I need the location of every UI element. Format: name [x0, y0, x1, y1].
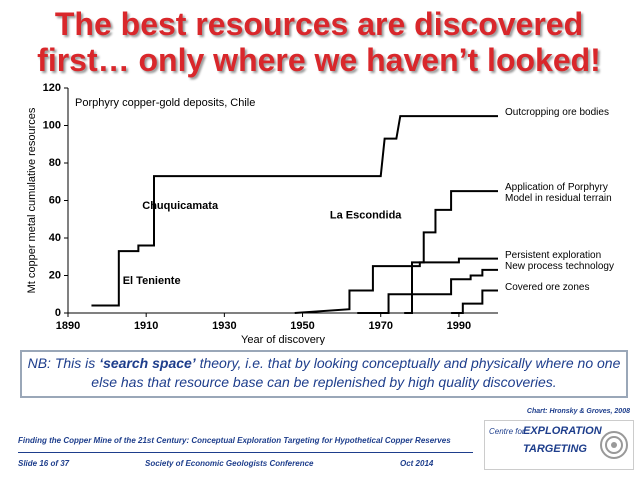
slide-title: The best resources are discovered — [54, 6, 584, 42]
y-axis-label: Mt copper metal cumulative resources — [26, 107, 38, 293]
x-axis-label: Year of discovery — [241, 334, 325, 345]
series-line — [294, 257, 498, 314]
deposit-label: Chuquicamata — [142, 200, 219, 212]
footer-event: Society of Economic Geologists Conferenc… — [145, 459, 314, 468]
x-tick-label: 1970 — [368, 320, 392, 332]
series-label: Persistent exploration — [505, 249, 602, 261]
logo-mark — [600, 431, 628, 459]
note-text: theory, i.e. that by looking conceptuall… — [91, 355, 621, 390]
credit: Chart: Hronsky & Groves, 2008 — [526, 408, 630, 415]
chart: 0 20 40 60 80 100 120 1890 1910 1930 1950 1970 1990 Y… — [26, 82, 498, 345]
y-tick-label: 60 — [49, 194, 61, 206]
x-tick-label: 1890 — [56, 320, 80, 332]
deposit-label: La Escondida — [330, 209, 402, 221]
y-tick-label: 80 — [49, 157, 61, 169]
note-emphasis: ‘search space’ — [99, 355, 196, 371]
x-tick-label: 1910 — [134, 320, 158, 332]
logo: Centre for EXPLORATION TARGETING — [484, 420, 634, 470]
footer-talk: Finding the Copper Mine of the 21st Cent… — [18, 436, 451, 445]
x-tick-label: 1950 — [290, 320, 314, 332]
slide-title: first… only where we haven’t looked! — [37, 42, 601, 78]
series-line — [451, 289, 498, 314]
y-tick-label: 20 — [49, 269, 61, 281]
series-label: New process technology — [505, 260, 614, 272]
footer-rule — [18, 452, 473, 453]
logo-text: EXPLORATION — [523, 425, 602, 437]
y-tick-label: 120 — [43, 82, 61, 94]
deposit-label: El Teniente — [123, 275, 181, 287]
x-tick-label: 1990 — [447, 320, 471, 332]
annotation: Porphyry copper-gold deposits, Chile — [75, 97, 255, 109]
series-label: Outcropping ore bodies — [505, 107, 609, 119]
series-line — [91, 115, 498, 307]
note-box: NB: This is ‘search space’ theory, i.e. … — [20, 350, 628, 398]
logo-text: Centre for — [489, 427, 525, 436]
series-line — [404, 190, 498, 314]
y-tick-label: 40 — [49, 232, 61, 244]
series-label: Covered ore zones — [505, 281, 590, 293]
y-tick-label: 0 — [55, 307, 61, 319]
logo-text: TARGETING — [523, 443, 587, 455]
x-tick-label: 1930 — [212, 320, 236, 332]
series-label: Application of Porphyry Model in residua… — [505, 182, 612, 205]
footer-date: Oct 2014 — [400, 459, 434, 468]
note-text: NB: This is — [27, 355, 100, 371]
series-line — [357, 268, 498, 314]
footer-slide: Slide 16 of 37 — [18, 459, 70, 468]
y-tick-label: 100 — [43, 119, 61, 131]
